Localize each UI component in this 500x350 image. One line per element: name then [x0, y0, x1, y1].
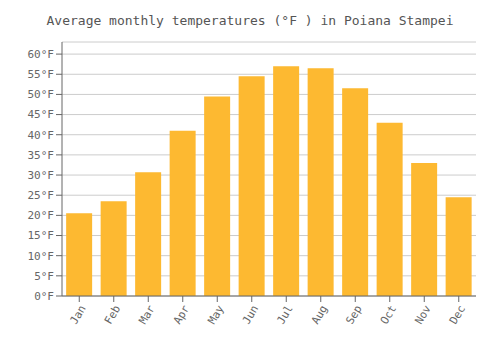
svg-text:20°F: 20°F [28, 209, 55, 222]
svg-text:Apr: Apr [171, 303, 192, 327]
svg-text:50°F: 50°F [28, 88, 55, 101]
svg-text:5°F: 5°F [34, 270, 54, 283]
svg-text:55°F: 55°F [28, 68, 55, 81]
svg-text:40°F: 40°F [28, 129, 55, 142]
svg-text:Aug: Aug [309, 303, 330, 327]
svg-text:Jul: Jul [274, 303, 295, 327]
svg-text:Feb: Feb [102, 303, 123, 327]
svg-text:45°F: 45°F [28, 108, 55, 121]
svg-text:0°F: 0°F [34, 290, 54, 303]
svg-text:Sep: Sep [343, 303, 364, 327]
svg-text:Mar: Mar [136, 303, 157, 327]
svg-text:Oct: Oct [378, 303, 399, 327]
svg-text:25°F: 25°F [28, 189, 55, 202]
svg-text:Nov: Nov [412, 303, 433, 327]
html-text:Average monthly temperatures (: Average monthly temperatures (°F ) in Po… [46, 13, 454, 28]
svg-text:15°F: 15°F [28, 229, 55, 242]
svg-text:60°F: 60°F [28, 48, 55, 61]
svg-text:Jun: Jun [240, 303, 261, 327]
svg-text:30°F: 30°F [28, 169, 55, 182]
svg-text:May: May [205, 303, 226, 327]
svg-text:Dec: Dec [447, 303, 468, 327]
svg-text:35°F: 35°F [28, 149, 55, 162]
svg-text:10°F: 10°F [28, 250, 55, 263]
svg-text:Jan: Jan [67, 303, 88, 327]
